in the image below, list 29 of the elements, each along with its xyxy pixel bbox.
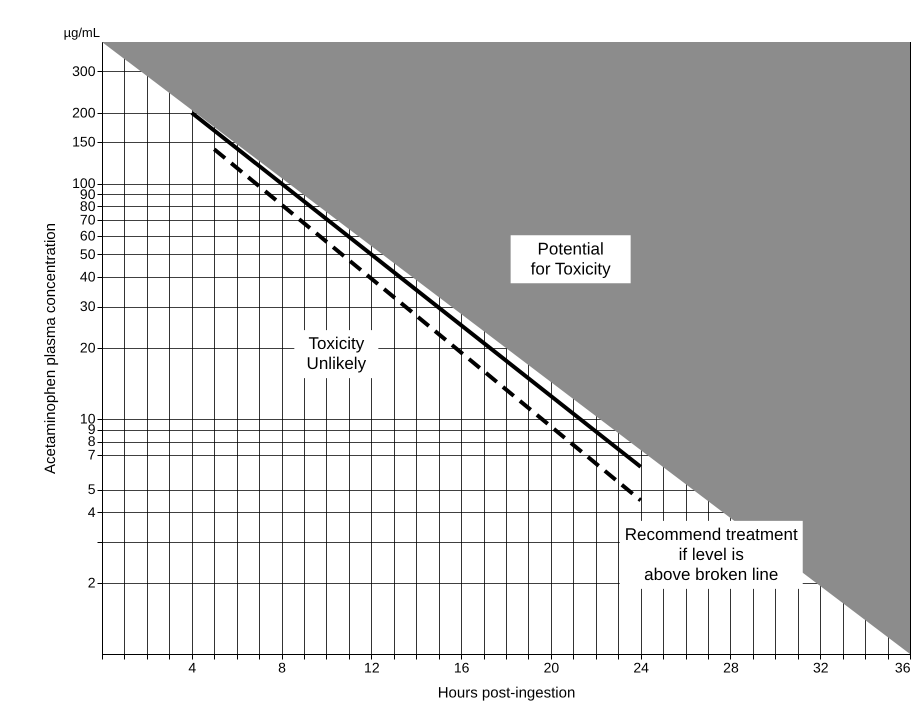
y-tick-label: 200: [72, 104, 96, 120]
y-tick-label: 7: [88, 446, 96, 463]
text: µg/mL: [64, 25, 100, 40]
y-tick-label: 5: [88, 481, 96, 498]
y-tick-label: 40: [80, 268, 96, 285]
x-axis-title: Hours post-ingestion: [438, 684, 576, 702]
x-tick-label: 28: [723, 660, 739, 676]
annotation: Potential for Toxicity: [530, 239, 612, 278]
y-tick-label: 60: [80, 227, 96, 244]
annotation: Recommend treatment if level is above broken line: [624, 524, 798, 584]
annotation: Toxicity Unlikely: [306, 334, 367, 374]
y-tick-label: 4: [88, 504, 96, 520]
y-tick-label: 150: [72, 134, 96, 150]
y-tick-label: 20: [80, 340, 96, 356]
y-tick-label: 70: [80, 212, 96, 228]
x-tick-label: 12: [364, 660, 380, 676]
y-tick-label: 2: [88, 574, 96, 591]
x-tick-label: 16: [454, 660, 470, 676]
x-tick-label: 4: [188, 660, 196, 676]
y-axis-title: Acetaminophen plasma concentration: [42, 223, 60, 474]
y-tick-label: 50: [80, 246, 96, 262]
x-tick-label: 24: [633, 660, 650, 676]
y-tick-label: 8: [88, 433, 96, 450]
y-tick-label: 30: [80, 298, 96, 314]
y-tick-label: 300: [72, 62, 96, 79]
x-tick-label: 36: [894, 660, 911, 676]
x-tick-label: 20: [544, 660, 560, 676]
x-tick-label: 8: [278, 660, 286, 676]
x-tick-label: 32: [812, 660, 829, 676]
